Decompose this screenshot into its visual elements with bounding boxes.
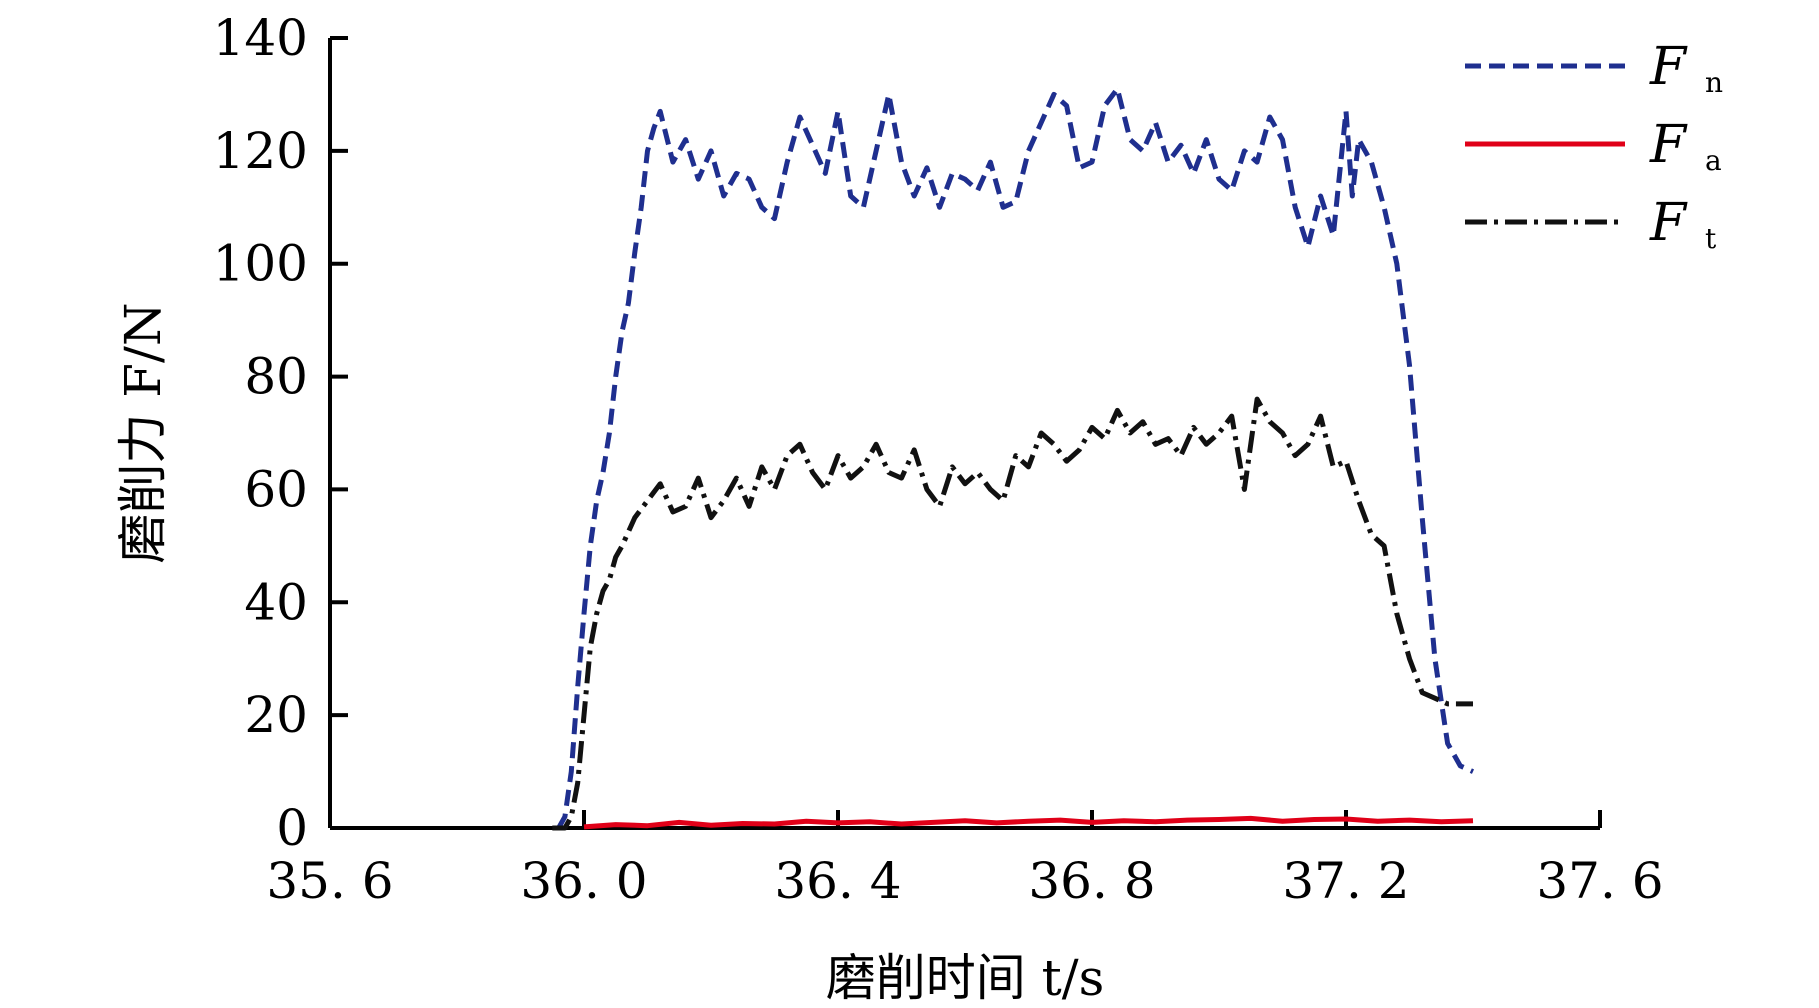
y-tick-label: 0 xyxy=(276,799,308,857)
series-line-n xyxy=(556,86,1475,830)
legend-label: F xyxy=(1649,37,1688,97)
x-tick-label: 37. 2 xyxy=(1282,852,1409,910)
series-layer xyxy=(552,86,1475,831)
x-tick-label: 37. 6 xyxy=(1536,852,1663,910)
x-tick-label: 35. 6 xyxy=(266,852,393,910)
series-line-a xyxy=(583,815,1474,830)
y-tick-label: 100 xyxy=(213,235,308,293)
series-line-t xyxy=(552,396,1473,831)
y-tick-label: 140 xyxy=(213,9,308,67)
series-a xyxy=(583,815,1474,830)
series-n xyxy=(556,86,1475,830)
legend-subscript: a xyxy=(1705,144,1722,177)
y-tick-label: 120 xyxy=(213,122,308,180)
labels-layer: 0 20 40 60 80 100 120 140 35. 6 36. 0 36. 4 36. 8 37… xyxy=(114,9,1664,1007)
y-tick-label: 80 xyxy=(244,348,308,406)
series-t xyxy=(552,396,1474,831)
legend-label: F xyxy=(1649,115,1688,175)
legend-subscript: t xyxy=(1705,222,1717,255)
axes xyxy=(328,36,1602,830)
y-tick-label: 40 xyxy=(244,573,308,631)
x-tick-label: 36. 4 xyxy=(774,852,901,910)
x-tick-label: 36. 8 xyxy=(1028,852,1155,910)
x-tick-label: 36. 0 xyxy=(520,852,647,910)
legend-subscript: n xyxy=(1705,66,1723,99)
y-tick-label: 60 xyxy=(244,460,308,518)
x-axis-title: 磨削时间 t/s xyxy=(826,949,1105,1007)
legend-label: F xyxy=(1649,193,1688,253)
y-tick-label: 20 xyxy=(244,686,308,744)
y-axis-title: 磨削力 F/N xyxy=(114,302,172,563)
